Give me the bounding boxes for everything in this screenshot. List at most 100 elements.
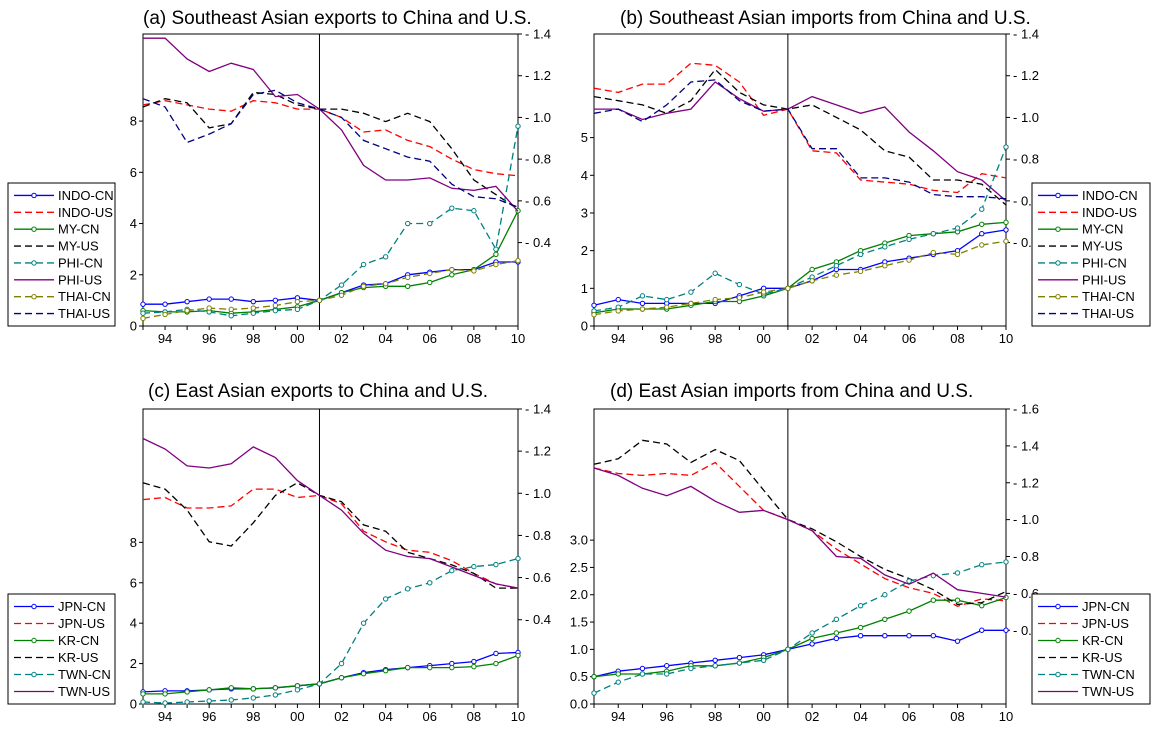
data-point — [760, 289, 767, 295]
data-point — [809, 630, 815, 636]
panel-d: (d) East Asian imports from China and U.… — [570, 381, 1151, 724]
data-point — [979, 230, 985, 237]
legend-marker — [1055, 671, 1061, 678]
data-point — [294, 306, 301, 313]
data-point — [954, 597, 961, 603]
data-point — [140, 310, 146, 316]
data-point — [427, 664, 433, 671]
data-point — [250, 310, 256, 316]
data-point — [360, 261, 367, 268]
legend-label: TWN-CN — [58, 667, 111, 682]
data-point — [427, 270, 433, 277]
right-tick-label: - 1.0 — [525, 110, 551, 125]
series-line-thai-us — [142, 89, 519, 208]
data-point — [833, 616, 840, 623]
data-point — [882, 633, 888, 639]
series-line-phi-us — [594, 81, 1007, 202]
data-point — [471, 658, 477, 665]
data-point — [833, 263, 840, 269]
data-point — [515, 257, 521, 264]
data-point — [736, 281, 743, 288]
data-point — [338, 282, 345, 288]
data-point — [493, 261, 499, 268]
data-point — [591, 673, 597, 680]
legend-label: KR-CN — [58, 633, 99, 648]
legend-marker — [31, 603, 37, 610]
series-line-kr-cn — [593, 596, 1007, 678]
data-point — [785, 285, 791, 292]
data-point — [184, 699, 190, 705]
data-point — [615, 308, 621, 314]
x-tick-label: 94 — [611, 709, 625, 724]
x-tick-label: 10 — [999, 331, 1013, 346]
panel-title: (a) Southeast Asian exports to China and… — [143, 8, 532, 29]
x-tick-label: 06 — [902, 709, 916, 724]
data-point — [615, 671, 621, 677]
x-tick-label: 00 — [290, 709, 304, 724]
data-point — [833, 635, 840, 642]
left-tick-label: 2 — [130, 656, 137, 671]
data-point — [250, 305, 256, 311]
data-point — [954, 570, 961, 576]
legend-marker — [1055, 603, 1061, 610]
x-tick-label: 08 — [467, 331, 481, 346]
left-tick-label: 0.0 — [570, 697, 588, 712]
legend-label: JPN-CN — [58, 599, 106, 614]
x-tick-label: 04 — [378, 331, 392, 346]
legend-label: PHI-CN — [1082, 255, 1127, 270]
panel-title: (b) Southeast Asian imports from China a… — [620, 8, 1031, 29]
data-point — [809, 266, 815, 273]
data-point — [140, 301, 146, 307]
right-tick-label: - 1.4 — [525, 402, 551, 417]
data-point — [493, 561, 499, 568]
data-point — [360, 670, 367, 677]
left-tick-label: 3 — [581, 205, 588, 220]
right-tick-label: - 0.4 — [525, 612, 551, 627]
legend-label: MY-CN — [1082, 222, 1123, 237]
left-tick-label: 3.0 — [570, 533, 588, 548]
data-point — [954, 251, 961, 258]
legend-marker — [1055, 192, 1061, 199]
data-point — [338, 675, 345, 681]
legend-label: TWN-CN — [1082, 667, 1135, 682]
data-point — [785, 646, 791, 653]
series-line-thai-us — [593, 79, 1007, 200]
data-point — [184, 298, 190, 305]
left-tick-label: 0 — [130, 697, 137, 712]
data-point — [449, 567, 455, 574]
legend-marker — [31, 293, 37, 300]
series-line-indo-us — [593, 62, 1007, 194]
data-point — [405, 274, 411, 281]
data-point — [228, 313, 234, 319]
data-point — [857, 251, 864, 258]
x-tick-label: 96 — [659, 331, 673, 346]
series-line-my-cn — [593, 221, 1007, 314]
data-point — [427, 279, 433, 286]
right-tick-label: - 1.4 — [1013, 438, 1039, 453]
data-point — [906, 633, 912, 639]
legend-label: JPN-US — [58, 616, 105, 631]
series-line-twn-cn — [593, 561, 1007, 694]
right-tick-label: - 0.6 — [525, 570, 551, 585]
series-line-thai-cn — [142, 260, 519, 319]
legend-label: KR-CN — [1082, 633, 1123, 648]
data-point — [338, 660, 345, 667]
right-tick-label: - 1.2 — [525, 68, 551, 83]
data-point — [206, 687, 212, 693]
legend-marker — [1055, 293, 1061, 300]
right-tick-label: - 0.6 — [525, 193, 551, 208]
legend-box — [1031, 593, 1151, 705]
right-tick-label: - 1.2 — [1013, 68, 1039, 83]
data-point — [664, 296, 670, 303]
right-tick-label: - 1.4 — [525, 27, 551, 42]
legend: JPN-CN JPN-US KR-CN KR-US TWN-CN TWN-US — [7, 593, 116, 705]
legend-label: PHI-CN — [58, 255, 103, 270]
right-tick-label: - 0.8 — [1013, 549, 1039, 564]
x-tick-label: 98 — [708, 709, 722, 724]
data-point — [736, 654, 743, 661]
legend-box — [7, 182, 116, 327]
data-point — [1003, 238, 1009, 244]
x-tick-label: 96 — [202, 331, 216, 346]
